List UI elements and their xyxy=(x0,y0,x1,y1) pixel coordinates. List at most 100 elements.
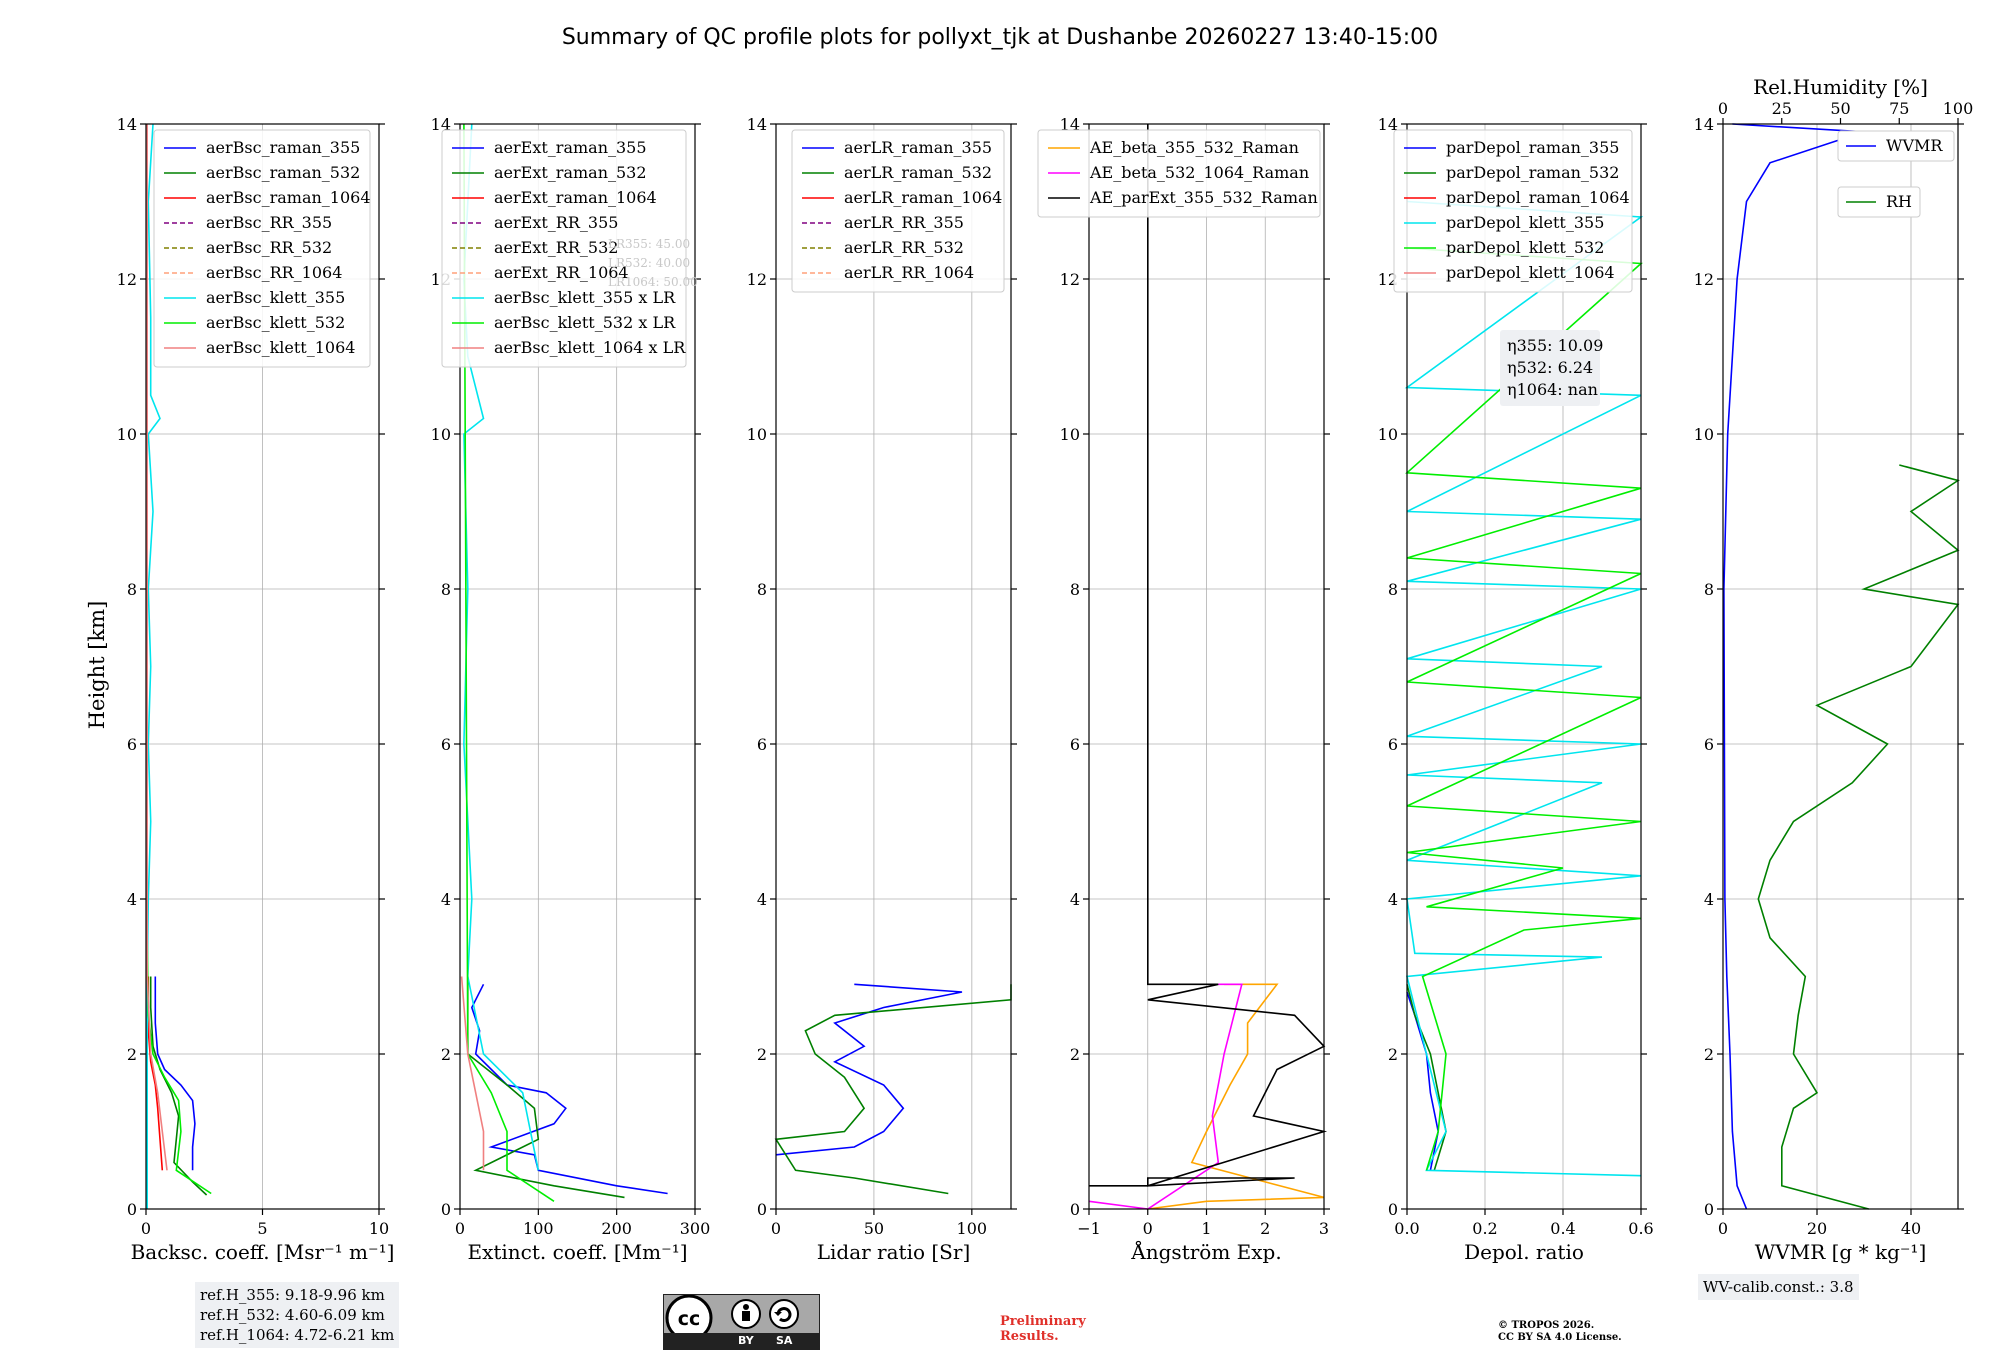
eta-label: η1064: nan xyxy=(1507,380,1598,399)
x-axis-label: Ångström Exp. xyxy=(1130,1239,1281,1264)
y-tick-label: 2 xyxy=(1070,1045,1080,1064)
copyright-line-1: © TROPOS 2026. xyxy=(1498,1320,1595,1331)
legend-label: aerBsc_klett_532 x LR xyxy=(494,313,676,332)
panel-5: 0 2 4 6 8 10 12 14 0.0 0.2 0.4 0.6 Depol. ratio parDe… xyxy=(1378,115,1654,1264)
series-line-aerBsc_klett_1064 xyxy=(146,124,168,1171)
legend-label: aerExt_raman_1064 xyxy=(494,188,657,207)
wv-calib-box: WV-calib.const.: 3.8 xyxy=(1698,1274,1859,1300)
series-line-aerLR_raman_532 xyxy=(774,984,1012,1195)
y-tick-label: 4 xyxy=(127,890,137,909)
series-line-aerBsc_raman_355 xyxy=(154,976,196,1171)
y-tick-label: 6 xyxy=(1070,735,1080,754)
legend-label: aerBsc_raman_355 xyxy=(206,138,360,157)
ref-height-1064: ref.H_1064: 4.72-6.21 km xyxy=(200,1326,395,1344)
x-tick-label: 0 xyxy=(455,1219,465,1238)
y-tick-label: 10 xyxy=(1694,425,1714,444)
top-x-tick-label: 50 xyxy=(1830,99,1850,118)
y-tick-label: 2 xyxy=(441,1045,451,1064)
legend-label: aerBsc_RR_355 xyxy=(206,213,332,232)
legend-label: aerBsc_raman_1064 xyxy=(206,188,371,207)
x-tick-label: 0.4 xyxy=(1550,1219,1575,1238)
legend-label: aerLR_RR_355 xyxy=(844,213,964,232)
series-line-WVMR xyxy=(1723,123,1865,1210)
legend-label: aerBsc_RR_532 xyxy=(206,238,332,257)
legend-label: aerLR_RR_532 xyxy=(844,238,964,257)
y-tick-label: 0 xyxy=(1070,1200,1080,1219)
legend: aerBsc_raman_355 aerBsc_raman_532 aerBsc_r… xyxy=(153,129,371,368)
series-line-aerBsc_klett_532 x LR xyxy=(463,123,555,1202)
y-tick-label: 12 xyxy=(747,270,767,289)
y-tick-label: 6 xyxy=(757,735,767,754)
plot-frame xyxy=(1722,123,1959,1210)
legend-label: AE_parExt_355_532_Raman xyxy=(1089,188,1318,207)
legend: aerLR_raman_355 aerLR_raman_532 aerLR_rama… xyxy=(791,129,1005,293)
x-tick-label: 40 xyxy=(1901,1219,1921,1238)
legend-box-rh xyxy=(1837,186,1921,218)
y-tick-label: 14 xyxy=(1694,115,1714,134)
series-line-aerLR_raman_355 xyxy=(775,983,963,1156)
x-tick-label: 0 xyxy=(771,1219,781,1238)
y-tick-label: 4 xyxy=(757,890,767,909)
legend-label: aerBsc_klett_1064 xyxy=(206,338,355,357)
legend-label: aerBsc_klett_1064 x LR xyxy=(494,338,686,357)
x-axis-label: Backsc. coeff. [Msr⁻¹ m⁻¹] xyxy=(131,1240,395,1264)
y-tick-label: 10 xyxy=(117,425,137,444)
x-tick-label: 20 xyxy=(1807,1219,1827,1238)
series-line-AE_beta_532_1064_Raman xyxy=(1088,983,1243,1210)
y-tick-label: 14 xyxy=(117,115,137,134)
legend-label: parDepol_raman_1064 xyxy=(1446,188,1630,207)
ref-height-532: ref.H_532: 4.60-6.09 km xyxy=(200,1306,385,1324)
x-tick-label: 0 xyxy=(1718,1219,1728,1238)
legend-box xyxy=(1393,129,1633,293)
y-tick-label: 0 xyxy=(757,1200,767,1219)
y-tick-label: 4 xyxy=(1070,890,1080,909)
copyright-note: © TROPOS 2026. CC BY SA 4.0 License. xyxy=(1498,1320,1622,1344)
x-tick-label: 0 xyxy=(1143,1219,1153,1238)
y-axis-label: Height [km] xyxy=(85,601,109,730)
copyright-line-2: CC BY SA 4.0 License. xyxy=(1498,1332,1622,1343)
y-tick-label: 8 xyxy=(1388,580,1398,599)
x-tick-label: −1 xyxy=(1077,1219,1101,1238)
series-line-aerBsc_raman_1064 xyxy=(147,976,164,1171)
x-tick-label: 0.2 xyxy=(1472,1219,1497,1238)
legend-label: AE_beta_355_532_Raman xyxy=(1089,138,1299,157)
x-tick-label: 100 xyxy=(957,1219,988,1238)
y-tick-label: 6 xyxy=(1388,735,1398,754)
legend-label: AE_beta_532_1064_Raman xyxy=(1089,163,1309,182)
sa-share-icon xyxy=(769,1299,799,1329)
series-line-AE_beta_355_532_Raman xyxy=(1147,983,1325,1210)
cc-by-text: BY xyxy=(738,1334,754,1347)
y-tick-label: 12 xyxy=(1378,270,1398,289)
legend-label: parDepol_raman_355 xyxy=(1446,138,1619,157)
series-line-aerBsc_raman_532 xyxy=(149,976,208,1196)
y-tick-label: 8 xyxy=(757,580,767,599)
eta-box xyxy=(1500,330,1600,406)
figure-title: Summary of QC profile plots for pollyxt_… xyxy=(562,25,1438,50)
legend-box xyxy=(441,129,687,368)
legend-label: aerBsc_klett_355 xyxy=(206,288,345,307)
legend-box xyxy=(791,129,1005,293)
y-tick-label: 12 xyxy=(1694,270,1714,289)
legend: WVMR RH xyxy=(1837,130,1955,218)
ref-height-355: ref.H_355: 9.18-9.96 km xyxy=(200,1286,385,1304)
x-tick-label: 3 xyxy=(1319,1219,1329,1238)
legend-label: aerLR_RR_1064 xyxy=(844,263,974,282)
y-tick-label: 8 xyxy=(127,580,137,599)
eta-label: η532: 6.24 xyxy=(1507,358,1593,377)
top-x-tick-label: 0 xyxy=(1718,99,1728,118)
legend: parDepol_raman_355 parDepol_raman_532 parD… xyxy=(1393,129,1633,293)
lr-label: LR532: 40.00 xyxy=(608,256,690,270)
x-tick-label: 0.0 xyxy=(1394,1219,1419,1238)
y-tick-label: 6 xyxy=(1704,735,1714,754)
svg-text:cc: cc xyxy=(678,1308,701,1330)
y-tick-label: 2 xyxy=(127,1045,137,1064)
y-tick-label: 10 xyxy=(1378,425,1398,444)
panel-3: 0 2 4 6 8 10 12 14 0 50 100 Lidar ratio [Sr] aerLR_r… xyxy=(747,115,1017,1264)
legend-label: aerBsc_raman_532 xyxy=(206,163,360,182)
series-line-parDepol_klett_355 xyxy=(1404,200,1644,1177)
y-tick-label: 8 xyxy=(1704,580,1714,599)
x-tick-label: 300 xyxy=(680,1219,711,1238)
